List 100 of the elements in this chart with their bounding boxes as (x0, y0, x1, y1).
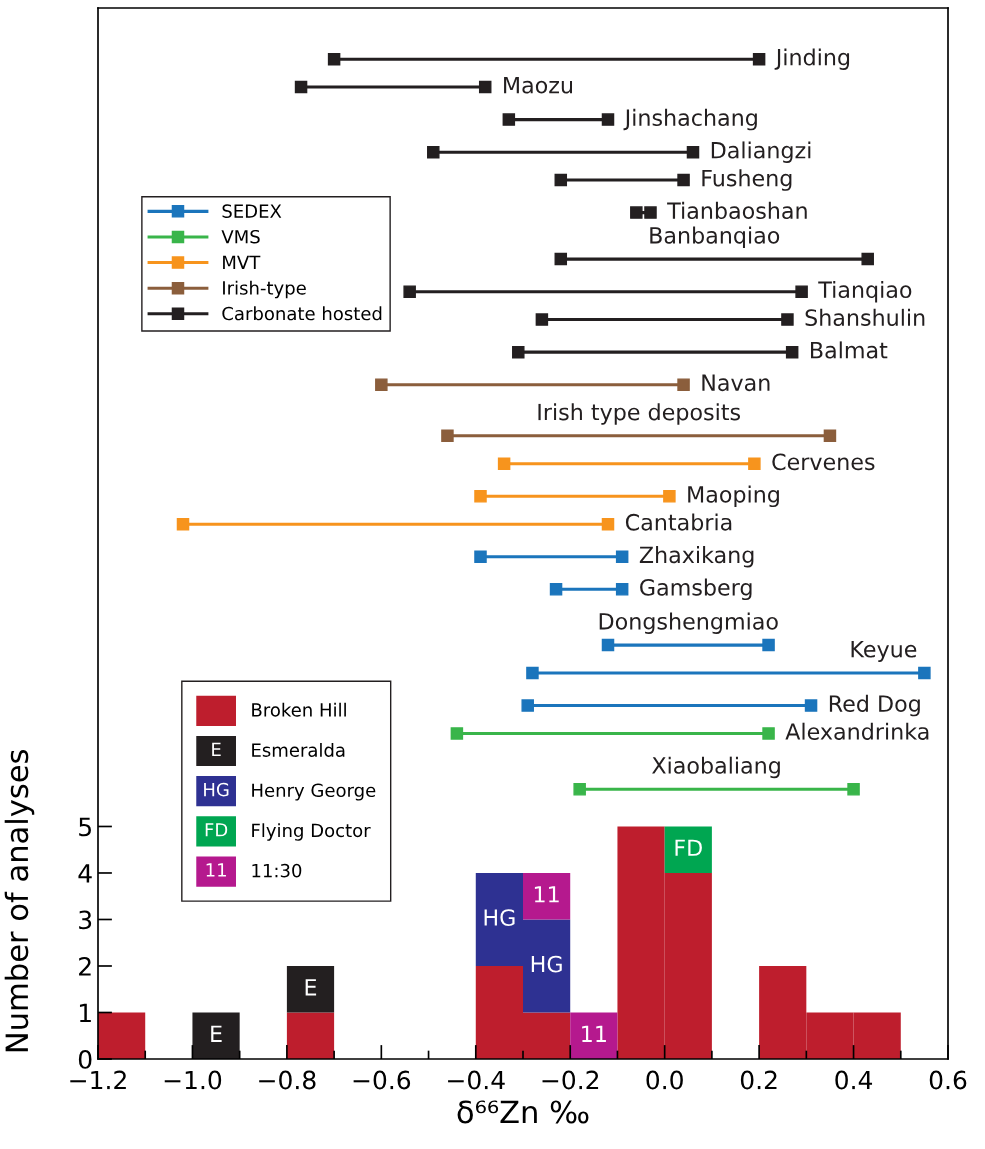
point (526, 666, 539, 680)
legend-label: SEDEX (222, 204, 282, 218)
point (795, 285, 808, 298)
point (441, 429, 454, 443)
point (497, 457, 511, 470)
annotation: Balmat (811, 341, 888, 359)
x-tick-label: −0.4 (448, 1070, 505, 1090)
x-tick-label: −0.8 (259, 1070, 316, 1090)
bar (286, 1012, 335, 1059)
x-tick-label: 0.0 (646, 1070, 683, 1090)
annotation: Jinshachang (623, 108, 757, 131)
point (762, 638, 775, 652)
legend-label: Esmeralda (252, 742, 345, 757)
point (478, 80, 492, 94)
legend-label: 11:30 (252, 863, 302, 878)
y-tick-label: 4 (78, 864, 92, 883)
point (521, 699, 534, 712)
point (644, 206, 657, 219)
point (785, 345, 799, 359)
annotation: Xiaobaliang (652, 756, 780, 779)
point (474, 550, 487, 564)
annotation: Cantabria (625, 513, 732, 531)
annotation: Maozu (504, 76, 573, 94)
point (601, 638, 615, 652)
point (686, 145, 700, 159)
annotation: HG (531, 955, 562, 973)
text: HG (204, 782, 229, 797)
point (847, 783, 860, 796)
point (752, 52, 766, 66)
point (554, 252, 568, 266)
annotation: Fusheng (702, 169, 792, 191)
point (823, 429, 837, 443)
point (601, 113, 615, 126)
x-axis-title: δ⁶⁶Zn ‰ (457, 1100, 589, 1124)
point (615, 583, 629, 596)
point (663, 490, 676, 503)
annotation: Navan (702, 374, 770, 392)
point (403, 285, 416, 298)
point (804, 699, 818, 712)
point (918, 666, 931, 680)
annotation: Tianbaoshan (667, 201, 807, 220)
x-tick-label: 0.6 (929, 1070, 967, 1090)
text: FD (205, 823, 228, 837)
point (294, 80, 308, 94)
point (502, 113, 516, 126)
point (762, 727, 775, 740)
annotation: HG (484, 909, 515, 926)
y-tick-label: 3 (79, 910, 92, 930)
annotation: Zhaxikang (639, 546, 754, 568)
y-axis-title: Number of analyses (4, 750, 35, 1052)
text: 11 (206, 863, 226, 877)
legend-label: VMS (221, 229, 260, 244)
legend-label: Broken Hill (252, 702, 346, 717)
point (573, 783, 586, 796)
point (549, 583, 563, 596)
annotation: Cervenes (772, 453, 875, 471)
annotation: 11 (582, 1025, 606, 1042)
point (781, 313, 794, 326)
y-tick-label: 5 (79, 817, 91, 837)
annotation: Shanshulin (805, 308, 925, 327)
legend-label: Flying Doctor (252, 823, 371, 841)
bar (664, 826, 712, 873)
x-tick-label: −0.6 (353, 1070, 411, 1090)
point (327, 52, 341, 66)
point (554, 173, 568, 187)
point (375, 378, 388, 391)
annotation: Red Dog (829, 694, 920, 717)
bar (98, 1012, 146, 1059)
point (176, 517, 190, 531)
point (748, 457, 761, 470)
annotation: Irish type deposits (538, 403, 741, 425)
annotation: Maoping (688, 485, 779, 508)
legend-label: MVT (223, 255, 261, 269)
x-tick-label: −1.0 (164, 1070, 222, 1090)
annotation: Keyue (851, 641, 917, 662)
annotation: E (305, 979, 317, 996)
bar (523, 872, 571, 920)
annotation: 11 (534, 886, 559, 903)
y-tick-label: 1 (79, 1003, 91, 1022)
point (677, 378, 690, 391)
y-tick-label: 0 (78, 1049, 92, 1069)
legend-label: Henry George (252, 783, 376, 801)
point (427, 145, 440, 159)
bar (192, 1012, 240, 1059)
annotation: FD (675, 839, 702, 856)
point (450, 727, 464, 740)
annotation: Tianqiao (818, 280, 912, 303)
point (677, 173, 690, 187)
y-tick-label: 2 (79, 956, 91, 976)
point (474, 490, 487, 503)
annotation: Gamsberg (640, 578, 752, 601)
annotation: Banbanqiao (650, 226, 780, 249)
annotation: E (211, 1025, 222, 1042)
point (861, 252, 874, 266)
point (535, 313, 549, 326)
x-tick-label: −1.2 (70, 1070, 126, 1090)
annotation: Alexandrinka (785, 722, 929, 740)
annotation: Daliangzi (711, 141, 811, 163)
x-tick-label: 0.2 (740, 1070, 777, 1090)
point (615, 550, 629, 564)
